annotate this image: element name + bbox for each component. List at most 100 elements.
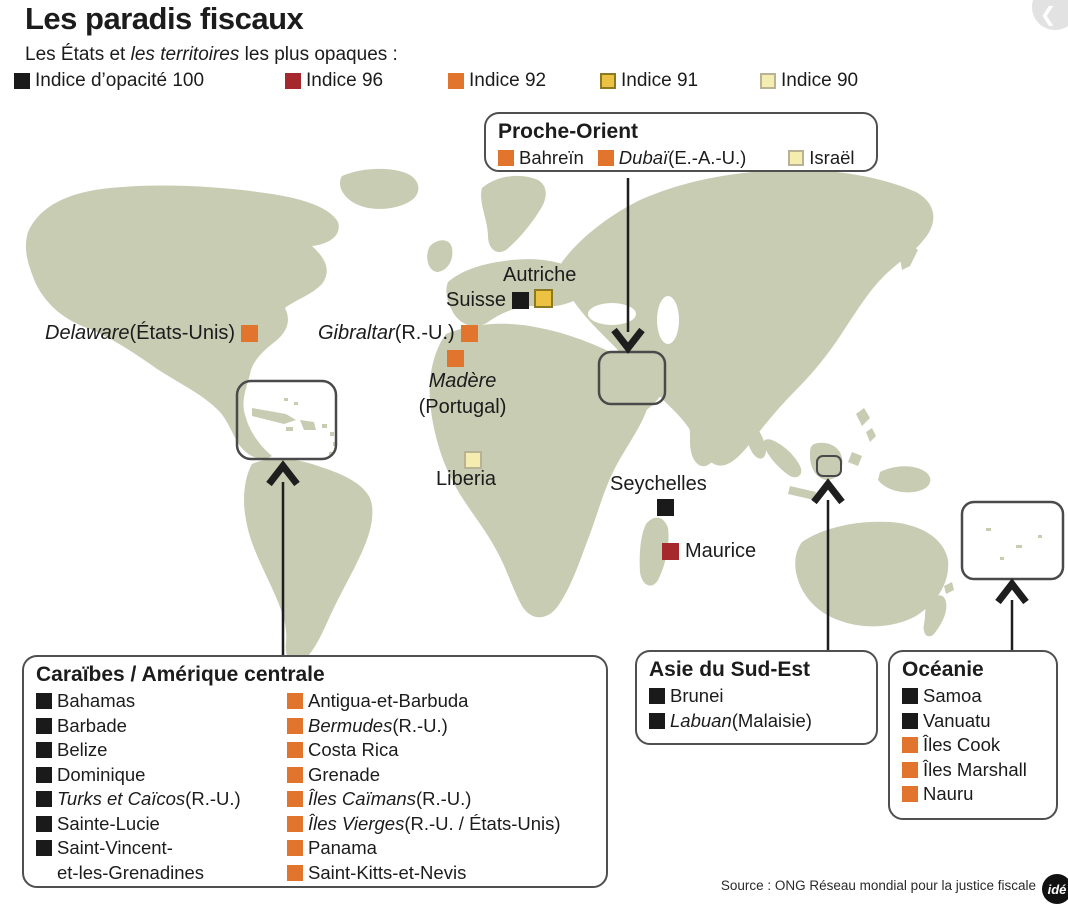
legend-item: Indice 92 <box>448 70 546 92</box>
territory-name: Labuan <box>670 709 732 731</box>
territory-name: Dominique <box>57 763 146 785</box>
index-marker <box>241 325 259 342</box>
map-label-autriche: Autriche <box>503 264 577 286</box>
territory-name: Vanuatu <box>923 709 991 731</box>
legend-item: Indice 91 <box>600 70 698 92</box>
legend-label: Indice 92 <box>469 70 547 91</box>
territory-item: Bahamas <box>36 689 287 714</box>
index-marker <box>597 150 614 166</box>
territory-name: Bermudes <box>308 714 393 736</box>
territory-item: Îles Marshall <box>902 758 1046 783</box>
territory-suffix: (R.-U.) <box>415 788 472 809</box>
territory-item: Dubaï (E.-A.-U.) <box>597 146 747 171</box>
territory-item: Vanuatu <box>902 709 1046 734</box>
region-title: Océanie <box>902 658 984 681</box>
arrows <box>266 178 1029 655</box>
territory-name: Îles Cook <box>923 734 1001 755</box>
index-swatch <box>448 73 464 89</box>
index-marker <box>36 717 52 734</box>
map-label-gibraltar: Gibraltar (R.-U.) <box>318 322 478 345</box>
territory-suffix: (E.-A.-U.) <box>668 147 747 168</box>
continents <box>25 168 1042 664</box>
region-box-asie-sud-est: Asie du Sud-Est Brunei Labuan (Malaisie) <box>635 650 878 745</box>
arrow-oceanie <box>995 578 1029 650</box>
territory-item: Samoa <box>902 684 1046 709</box>
map-label-delaware: Delaware (États-Unis) <box>45 322 259 345</box>
territory-item: Grenade <box>287 763 561 788</box>
index-marker <box>788 150 805 166</box>
legend-item: Indice 90 <box>760 70 858 92</box>
territory-name: Îles Marshall <box>923 758 1027 780</box>
index-marker <box>287 766 303 783</box>
territory-name: Bahreïn <box>519 147 584 168</box>
map-label-seychelles: Seychelles <box>610 473 707 495</box>
index-marker <box>460 325 478 342</box>
region-box-proche-orient: Proche-Orient Bahreïn Dubaï (E.-A.-U.) Isr… <box>484 112 878 172</box>
territory-name: Grenade <box>308 763 380 785</box>
index-marker <box>287 693 303 709</box>
territory-suffix: (R.-U.) <box>394 322 455 344</box>
legend-label: Indice 90 <box>781 70 859 91</box>
territory-item: Panama <box>287 836 561 861</box>
legend: Indice d’opacité 100 Indice 96 Indice 92 In… <box>0 70 1068 96</box>
territory-name: Gibraltar <box>318 322 395 344</box>
territory-name: Delaware <box>45 322 130 344</box>
index-marker <box>498 150 514 166</box>
territory-item: Nauru <box>902 782 1046 807</box>
subtitle-italic: les territoires <box>130 44 240 65</box>
index-marker <box>447 350 464 367</box>
territory-item: Brunei <box>649 684 866 709</box>
index-marker <box>287 791 303 807</box>
legend-item: Indice 96 <box>285 70 383 92</box>
index-marker <box>657 499 674 516</box>
region-title: Caraïbes / Amérique centrale <box>36 663 325 686</box>
map-highlight-oceanie <box>960 500 1065 581</box>
index-marker <box>36 766 52 783</box>
region-title: Asie du Sud-Est <box>649 658 811 681</box>
arrow-asie <box>811 478 845 650</box>
territory-suffix: (États-Unis) <box>129 322 236 344</box>
carousel-prev-button[interactable]: ❮ <box>1032 0 1068 30</box>
territory-name: Îles Caïmans <box>308 788 416 809</box>
territory-item: Saint-Vincent- et-les-Grenadines <box>36 836 287 885</box>
map-label-maurice: Maurice <box>662 540 756 563</box>
arrow-caraibes <box>266 460 300 655</box>
map-highlight-labuan <box>816 455 842 477</box>
index-marker <box>36 840 52 856</box>
territory-name: Dubaï <box>618 147 669 168</box>
index-swatch <box>760 73 776 89</box>
territory-name: Samoa <box>923 685 982 706</box>
territory-suffix: (R.-U. / États-Unis) <box>404 812 561 834</box>
index-marker <box>662 543 679 560</box>
subtitle-suffix: les plus opaques : <box>239 44 398 65</box>
index-marker <box>287 840 303 856</box>
chevron-left-icon: ❮ <box>1039 3 1057 26</box>
territory-item: Dominique <box>36 763 287 788</box>
map-highlight-proche-orient <box>597 350 667 406</box>
index-marker <box>287 815 303 832</box>
legend-label: Indice 96 <box>306 70 384 91</box>
territory-list: Bahreïn Dubaï (E.-A.-U.) Israël <box>498 146 866 171</box>
territory-list: Samoa Vanuatu Îles Cook Îles Marshall Nauru <box>902 684 1046 807</box>
region-box-oceanie: Océanie Samoa Vanuatu Îles Cook Îles Marsha… <box>888 650 1058 820</box>
territory-name: Costa Rica <box>308 739 399 760</box>
territory-item: Sainte-Lucie <box>36 812 287 837</box>
index-marker <box>287 864 303 881</box>
index-swatch <box>285 73 301 89</box>
index-marker <box>36 693 52 709</box>
territory-name: Antigua-et-Barbuda <box>308 690 469 711</box>
territory-name: Turks et Caïcos <box>57 788 186 809</box>
territory-list: Antigua-et-Barbuda Bermudes (R.-U.) Costa … <box>287 689 561 885</box>
index-swatch <box>600 73 616 89</box>
region-title: Proche-Orient <box>498 120 639 143</box>
index-marker <box>36 791 52 807</box>
index-marker <box>534 289 553 308</box>
territory-item: Antigua-et-Barbuda <box>287 689 561 714</box>
arrow-proche-orient <box>611 178 645 354</box>
territory-item: Belize <box>36 738 287 763</box>
index-marker <box>287 742 303 758</box>
territory-item: Saint-Kitts-et-Nevis <box>287 861 561 886</box>
region-box-caraibes: Caraïbes / Amérique centrale Bahamas Barb… <box>22 655 608 888</box>
territory-name: Nauru <box>923 783 974 804</box>
territory-suffix: (Portugal) <box>418 396 507 418</box>
